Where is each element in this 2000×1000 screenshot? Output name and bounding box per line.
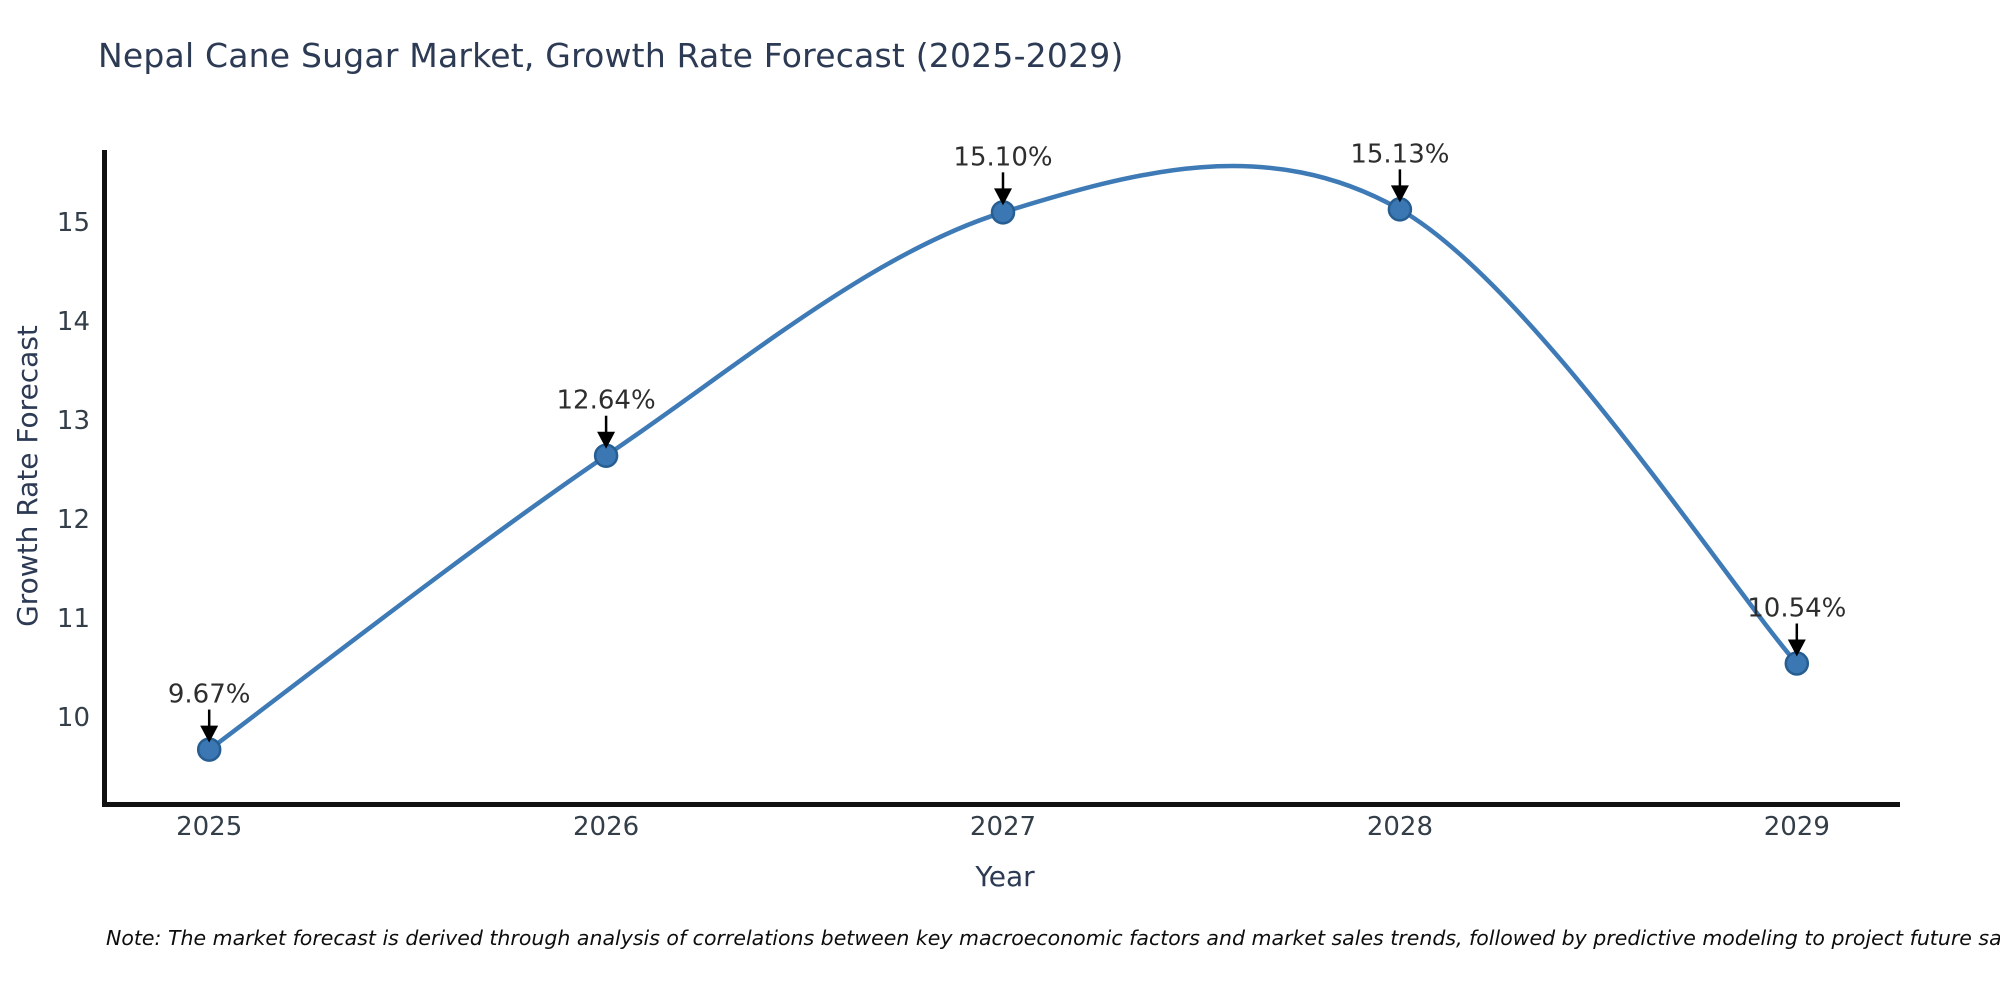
annotation-arrow-head [994, 188, 1012, 206]
y-axis-spine [102, 150, 107, 807]
y-tick-label: 14 [57, 307, 90, 337]
annotation-label: 9.67% [168, 680, 251, 710]
y-axis-label: Growth Rate Forecast [11, 325, 44, 627]
y-tick-label: 10 [57, 703, 90, 733]
x-axis-label: Year [975, 860, 1035, 893]
y-tick-label: 13 [57, 406, 90, 436]
x-tick-label: 2029 [1764, 812, 1830, 842]
x-axis-spine [102, 802, 1900, 807]
annotation-label: 10.54% [1747, 593, 1846, 623]
annotation-arrow-head [1390, 185, 1409, 203]
chart-title: Nepal Cane Sugar Market, Growth Rate For… [98, 36, 1124, 75]
footnote: Note: The market forecast is derived thr… [106, 926, 2000, 950]
annotation-label: 12.64% [557, 386, 656, 416]
series-line [206, 163, 1800, 752]
annotation-label: 15.10% [953, 142, 1052, 172]
annotation-arrow-head [597, 431, 616, 449]
y-tick-label: 15 [57, 208, 90, 238]
annotation-label: 15.13% [1350, 139, 1449, 169]
annotation-arrow-head [1787, 639, 1806, 657]
x-tick-label: 2028 [1367, 812, 1433, 842]
y-tick-label: 12 [57, 505, 90, 535]
y-tick-label: 11 [57, 604, 90, 634]
x-tick-label: 2026 [573, 812, 639, 842]
annotation-arrow-head [200, 725, 219, 743]
x-tick-label: 2025 [176, 812, 242, 842]
x-tick-label: 2027 [970, 812, 1036, 842]
